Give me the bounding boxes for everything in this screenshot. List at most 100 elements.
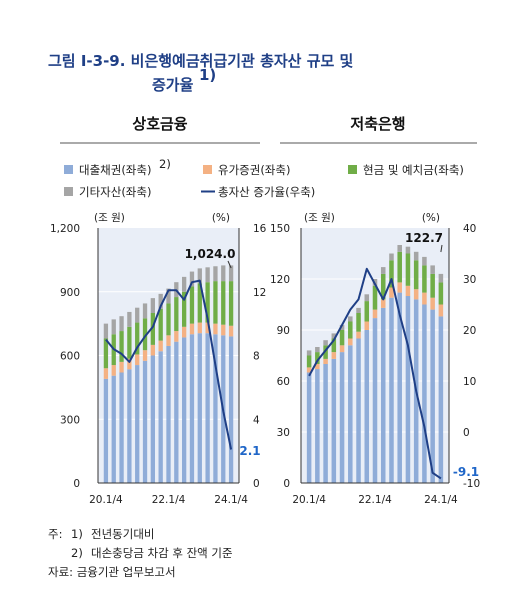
- growth-rate-line: [105, 279, 233, 450]
- bar-segment-other: [205, 267, 210, 283]
- bar-segment-other: [380, 267, 386, 274]
- legend-swatch-securities: [203, 165, 212, 174]
- bar-segment-cash: [213, 281, 218, 324]
- bar-segment-loans: [189, 334, 195, 483]
- bar-segment-other: [111, 319, 116, 335]
- bar-segment-other: [197, 268, 202, 284]
- bar-segment-cash: [166, 303, 171, 336]
- bar-segment-loans: [205, 333, 210, 483]
- left-axis-tick-label: 600: [60, 351, 80, 363]
- bar-segment-loans: [228, 336, 234, 483]
- bar-segment-loans: [339, 352, 345, 483]
- bar-segment-securities: [372, 309, 378, 319]
- left-axis-unit: (조 원): [94, 212, 125, 224]
- panel-title-right: 저축은행: [350, 115, 405, 133]
- right-axis-tick-label: 20: [463, 325, 476, 337]
- bar-segment-securities: [348, 338, 353, 346]
- bar-segment-securities: [422, 292, 427, 305]
- left-axis-tick-label: 300: [60, 414, 80, 426]
- right-axis-tick-label: 10: [463, 376, 476, 388]
- bar-segment-securities: [228, 325, 234, 337]
- bar-segment-cash: [331, 338, 337, 353]
- note-prefix: 주:: [48, 527, 62, 541]
- bar-segment-other: [348, 316, 353, 322]
- bar-segment-other: [413, 251, 419, 261]
- bar-segment-loans: [135, 365, 140, 483]
- total-assets-callout: 1,024.0: [185, 247, 236, 261]
- bar-segment-other: [422, 256, 427, 266]
- bar-segment-securities: [103, 368, 109, 379]
- bar-segment-loans: [422, 304, 427, 483]
- bar-segment-other: [221, 265, 226, 282]
- bar-segment-loans: [405, 296, 411, 483]
- bar-segment-securities: [306, 367, 312, 373]
- right-axis-tick-label: 4: [253, 414, 260, 426]
- growth-rate-callout: -9.1: [453, 465, 479, 479]
- bar-segment-cash: [356, 313, 361, 332]
- bar-segment-loans: [323, 364, 328, 483]
- growth-rate-callout: 2.1: [239, 444, 260, 458]
- bar-segment-other: [323, 340, 328, 346]
- bar-segment-cash: [189, 286, 195, 324]
- bar-segment-securities: [339, 345, 345, 353]
- bar-segment-other: [331, 333, 337, 339]
- total-callout-leader: [440, 244, 443, 253]
- bar-segment-cash: [181, 291, 187, 327]
- bar-segment-loans: [389, 297, 394, 483]
- bar-segment-other: [364, 294, 370, 302]
- bar-segment-cash: [348, 321, 353, 339]
- bar-segment-loans: [166, 345, 171, 483]
- figure-title-line2: 증가율: [152, 76, 194, 94]
- figure-title-superscript: 1): [199, 66, 216, 84]
- bar-segment-cash: [306, 355, 312, 368]
- legend-swatch-cash: [348, 165, 357, 174]
- x-axis-tick-label: 24.1/4: [424, 494, 458, 506]
- bar-segment-securities: [197, 322, 202, 334]
- bar-segment-cash: [228, 281, 234, 326]
- bar-segment-cash: [430, 273, 435, 298]
- bar-segment-cash: [119, 331, 124, 362]
- legend-label-cash: 현금 및 예치금(좌축): [363, 163, 464, 177]
- right-axis-tick-label: 12: [253, 287, 266, 299]
- bar-segment-cash: [197, 283, 202, 323]
- bar-segment-securities: [127, 358, 132, 370]
- source-note: 자료: 금융기관 업무보고서: [48, 565, 176, 579]
- right-axis-tick-label: 8: [253, 351, 260, 363]
- legend: 대출채권(좌축) 2) 유가증권(좌축) 현금 및 예치금(좌축) 기타자산(좌…: [64, 157, 464, 199]
- bar-segment-securities: [142, 350, 148, 361]
- left-axis-tick-label: 1,200: [50, 223, 80, 235]
- bar-segment-cash: [150, 313, 156, 345]
- bar-segment-securities: [438, 304, 444, 317]
- x-axis-tick-label: 20.1/4: [89, 494, 123, 506]
- bar-segment-loans: [181, 337, 187, 483]
- bar-segment-other: [150, 298, 156, 313]
- bar-segment-cash: [389, 260, 394, 288]
- left-axis-tick-label: 0: [283, 478, 290, 490]
- bar-segment-other: [158, 293, 163, 309]
- bar-segment-other: [213, 266, 218, 282]
- x-axis-tick-label: 20.1/4: [292, 494, 326, 506]
- bar-segment-loans: [119, 372, 124, 483]
- left-axis-tick-label: 0: [73, 478, 80, 490]
- bar-segment-securities: [135, 354, 140, 366]
- bar-segment-cash: [397, 251, 402, 283]
- legend-label-loans: 대출채권(좌축): [79, 163, 151, 177]
- x-axis-tick-label: 24.1/4: [214, 494, 248, 506]
- note-1-text: 전년동기대비: [91, 527, 154, 541]
- x-axis-tick-label: 22.1/4: [358, 494, 392, 506]
- bar-segment-securities: [111, 365, 116, 376]
- bar-segment-securities: [323, 358, 328, 364]
- bar-segment-loans: [197, 333, 202, 483]
- note-1-number: 1): [71, 527, 83, 541]
- bar-segment-cash: [372, 285, 378, 310]
- x-axis-tick-label: 22.1/4: [152, 494, 186, 506]
- bar-segment-loans: [397, 292, 402, 483]
- bar-segment-loans: [315, 369, 320, 483]
- bar-segment-loans: [150, 355, 156, 483]
- bar-segment-securities: [189, 323, 195, 335]
- bar-segment-securities: [389, 287, 394, 298]
- right-axis-tick-label: 0: [463, 427, 470, 439]
- bar-segment-securities: [315, 364, 320, 370]
- bar-segment-loans: [356, 338, 361, 483]
- bar-segment-other: [189, 271, 195, 287]
